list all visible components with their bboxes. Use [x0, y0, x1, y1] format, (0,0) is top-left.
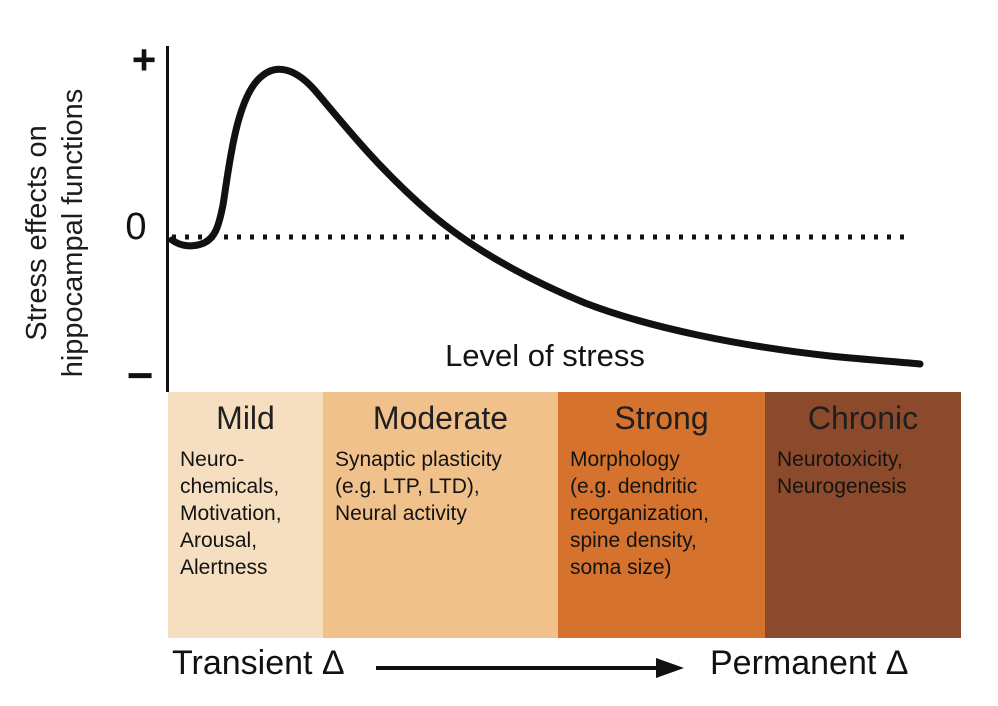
stress-curve-plot — [168, 65, 924, 368]
band-desc-strong: Morphology (e.g. dendritic reorganizatio… — [570, 448, 709, 579]
stress-bands: Mild Neuro- chemicals, Motivation, Arous… — [168, 392, 961, 638]
permanent-label: Permanent Δ — [710, 644, 909, 682]
band-desc-moderate: Synaptic plasticity (e.g. LTP, LTD), Neu… — [335, 448, 502, 525]
y-tick-plus: + — [131, 36, 157, 83]
band-title-moderate: Moderate — [372, 400, 509, 436]
band-strong: Strong Morphology (e.g. dendritic reorga… — [558, 392, 765, 638]
y-tick-zero: 0 — [125, 206, 147, 248]
transient-to-permanent-arrow-icon — [376, 658, 684, 678]
band-mild: Mild Neuro- chemicals, Motivation, Arous… — [168, 392, 323, 638]
band-desc-mild: Neuro- chemicals, Motivation, Arousal, A… — [180, 448, 282, 579]
band-title-strong: Strong — [614, 400, 709, 436]
stress-effect-curve — [168, 65, 924, 368]
arrow-head — [656, 658, 684, 678]
y-tick-minus: − — [126, 349, 154, 401]
band-chronic: Chronic Neurotoxicity, Neurogenesis — [765, 392, 961, 638]
band-moderate: Moderate Synaptic plasticity (e.g. LTP, … — [323, 392, 558, 638]
band-desc-chronic: Neurotoxicity, Neurogenesis — [777, 448, 907, 498]
band-title-chronic: Chronic — [807, 400, 919, 436]
transient-label: Transient Δ — [172, 644, 345, 682]
x-axis-label: Level of stress — [445, 338, 645, 373]
y-axis-line — [166, 46, 169, 392]
band-title-mild: Mild — [216, 400, 275, 436]
